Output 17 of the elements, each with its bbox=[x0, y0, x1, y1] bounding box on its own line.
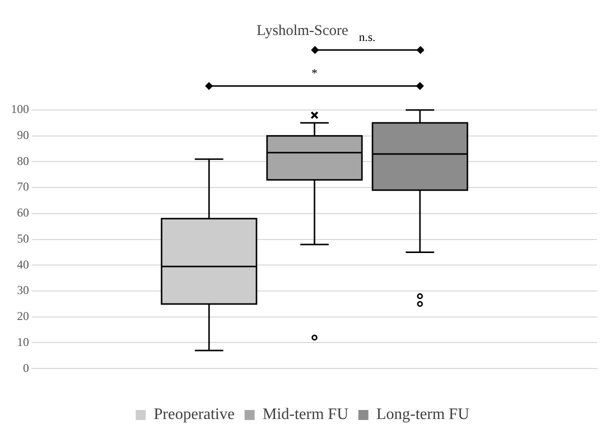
y-tick-label: 70 bbox=[17, 180, 29, 194]
legend-label: Mid-term FU bbox=[262, 406, 349, 424]
text: * bbox=[310, 66, 318, 81]
y-tick-label: 90 bbox=[17, 128, 29, 142]
y-tick-label: 30 bbox=[17, 283, 29, 298]
y-tick-label: 50 bbox=[17, 231, 29, 246]
legend-label: Long-term FU bbox=[376, 406, 470, 424]
y-tick-label: 80 bbox=[17, 154, 29, 168]
chart-title: Lysholm-Score bbox=[256, 22, 349, 39]
y-tick-label: 100 bbox=[11, 102, 29, 116]
y-tick-label: 60 bbox=[17, 206, 29, 220]
y-tick-label: 20 bbox=[17, 309, 29, 324]
y-tick-label: 40 bbox=[17, 257, 29, 272]
text: n.s. bbox=[358, 30, 376, 44]
y-tick-label: 0 bbox=[23, 360, 29, 375]
legend-label: Preoperative bbox=[154, 406, 235, 424]
y-tick-label: 10 bbox=[17, 334, 29, 349]
